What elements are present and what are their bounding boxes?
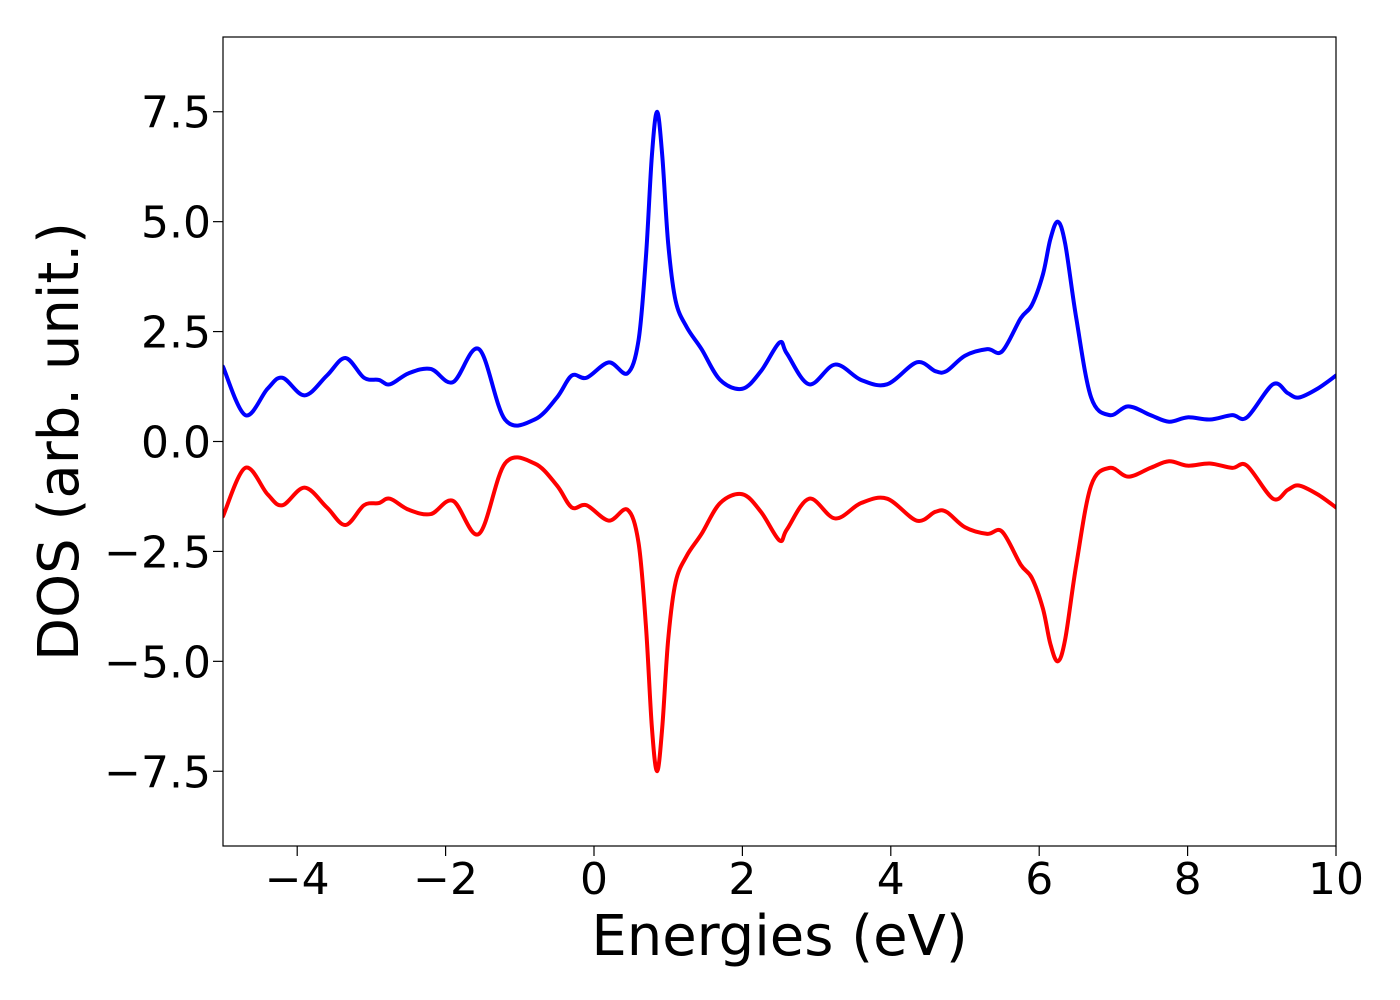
y-tick-label: 5.0 — [141, 198, 211, 249]
y-tick-label: −7.5 — [104, 747, 211, 798]
x-tick-label: 8 — [1174, 854, 1202, 905]
y-tick-label: 7.5 — [141, 88, 211, 139]
series-layer — [223, 109, 1336, 774]
plot-background — [223, 37, 1336, 846]
x-tick-label: −4 — [265, 854, 330, 905]
y-tick-label: 0.0 — [141, 418, 211, 469]
series-line-1 — [223, 109, 1336, 428]
y-tick-label: −5.0 — [104, 637, 211, 688]
x-tick-label: −2 — [413, 854, 478, 905]
y-axis-ticks: 7.5 5.0 2.5 0.0 −2.5 −5.0 −7.5 — [104, 88, 223, 798]
x-tick-label: 6 — [1025, 854, 1053, 905]
y-tick-label: −2.5 — [104, 527, 211, 578]
y-axis-label: DOS (arb. unit.) — [27, 222, 92, 661]
x-tick-label: 10 — [1308, 854, 1364, 905]
x-tick-label: 4 — [877, 854, 905, 905]
x-axis-label: Energies (eV) — [591, 904, 967, 969]
series-line-2 — [223, 455, 1336, 774]
x-tick-label: 0 — [580, 854, 608, 905]
x-axis-ticks: −4 −2 0 2 4 6 8 10 — [265, 846, 1364, 905]
x-tick-label: 2 — [728, 854, 756, 905]
y-tick-label: 2.5 — [141, 308, 211, 359]
